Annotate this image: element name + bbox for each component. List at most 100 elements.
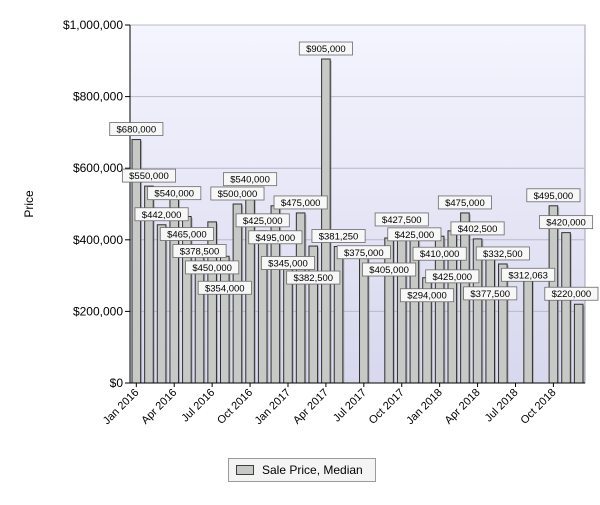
data-label: $475,000 xyxy=(273,195,328,210)
data-label: $550,000 xyxy=(121,168,176,183)
data-label: $381,250 xyxy=(311,229,366,243)
svg-text:$382,500: $382,500 xyxy=(293,273,333,284)
data-label: $220,000 xyxy=(544,286,599,301)
data-label: $332,500 xyxy=(475,246,530,261)
data-label: $420,000 xyxy=(539,215,594,230)
x-tick-label: Jul 2018 xyxy=(483,387,521,425)
data-label: $540,000 xyxy=(147,186,202,201)
bar xyxy=(498,263,508,384)
x-tick-label: Apr 2018 xyxy=(443,387,483,427)
data-label: $377,500 xyxy=(463,286,518,301)
data-label: $375,000 xyxy=(336,245,391,260)
bar xyxy=(485,247,496,384)
bar xyxy=(333,246,344,384)
svg-text:$425,000: $425,000 xyxy=(395,230,435,241)
svg-text:$495,000: $495,000 xyxy=(534,191,574,202)
legend: Sale Price, Median xyxy=(228,458,376,482)
data-label: $450,000 xyxy=(185,260,240,275)
y-axis-label: Price xyxy=(22,190,36,218)
data-label: $402,500 xyxy=(450,221,505,236)
bar xyxy=(561,232,571,384)
svg-text:$312,063: $312,063 xyxy=(508,270,548,281)
plot-area xyxy=(129,24,586,384)
y-tick-label: $1,000,000 xyxy=(63,18,123,32)
svg-text:$465,000: $465,000 xyxy=(167,230,207,241)
bar xyxy=(396,229,407,384)
data-label: $294,000 xyxy=(400,288,455,303)
data-label: $382,500 xyxy=(286,270,341,285)
data-label: $427,500 xyxy=(374,212,429,227)
svg-text:$381,250: $381,250 xyxy=(319,232,359,243)
bar xyxy=(573,303,584,384)
data-label: $378,500 xyxy=(172,244,227,258)
svg-text:$425,000: $425,000 xyxy=(243,216,283,227)
svg-text:$402,500: $402,500 xyxy=(458,224,498,235)
svg-text:$500,000: $500,000 xyxy=(218,189,258,200)
data-label: $354,000 xyxy=(197,280,252,295)
svg-text:$450,000: $450,000 xyxy=(192,263,232,274)
data-label: $495,000 xyxy=(526,188,581,203)
x-tick-label: Jul 2017 xyxy=(331,387,369,425)
svg-text:$420,000: $420,000 xyxy=(546,218,586,229)
svg-text:$495,000: $495,000 xyxy=(256,233,296,244)
svg-text:$425,000: $425,000 xyxy=(432,272,472,283)
svg-text:$410,000: $410,000 xyxy=(420,249,460,260)
svg-text:$375,000: $375,000 xyxy=(344,248,384,259)
svg-text:$442,000: $442,000 xyxy=(142,210,182,221)
gridlines xyxy=(125,24,585,384)
svg-text:$427,500: $427,500 xyxy=(382,215,422,226)
legend-label: Sale Price, Median xyxy=(262,463,363,477)
svg-text:$354,000: $354,000 xyxy=(205,283,245,294)
data-label: $475,000 xyxy=(437,195,492,210)
y-tick-label: $0 xyxy=(110,376,124,390)
data-label: $465,000 xyxy=(159,227,214,241)
y-tick-label: $200,000 xyxy=(73,304,123,318)
svg-text:$294,000: $294,000 xyxy=(407,291,447,302)
svg-text:$550,000: $550,000 xyxy=(129,171,169,182)
data-label: $425,000 xyxy=(387,227,442,242)
data-label: $500,000 xyxy=(210,186,265,201)
x-tick-label: Oct 2018 xyxy=(518,387,558,427)
bar xyxy=(321,58,331,384)
svg-text:$345,000: $345,000 xyxy=(268,258,308,269)
data-label: $495,000 xyxy=(248,230,303,245)
bar xyxy=(472,238,483,384)
x-tick-label: Oct 2017 xyxy=(367,387,407,427)
data-label: $540,000 xyxy=(223,172,278,187)
y-tick-label: $800,000 xyxy=(73,90,123,104)
svg-text:$540,000: $540,000 xyxy=(154,189,194,200)
bar xyxy=(523,270,533,384)
data-label: $425,000 xyxy=(425,269,480,284)
bar xyxy=(182,216,192,384)
data-label: $905,000 xyxy=(298,41,353,56)
data-label: $405,000 xyxy=(362,262,417,277)
data-label: $345,000 xyxy=(260,256,315,270)
y-tick-label: $400,000 xyxy=(73,233,123,247)
svg-text:$378,500: $378,500 xyxy=(180,246,220,257)
data-label: $425,000 xyxy=(235,213,290,228)
bar xyxy=(219,255,230,384)
y-tick-label: $600,000 xyxy=(73,161,123,175)
x-tick-label: Jan 2018 xyxy=(404,387,444,427)
svg-text:$377,500: $377,500 xyxy=(470,289,510,300)
svg-text:$475,000: $475,000 xyxy=(281,198,321,209)
legend-swatch xyxy=(236,465,254,475)
svg-text:$475,000: $475,000 xyxy=(445,198,485,209)
data-label: $312,063 xyxy=(501,267,556,282)
svg-text:$332,500: $332,500 xyxy=(483,249,523,260)
data-label: $410,000 xyxy=(412,246,467,261)
svg-text:$540,000: $540,000 xyxy=(230,175,270,186)
data-label: $680,000 xyxy=(109,122,164,136)
axes xyxy=(129,25,585,384)
bar xyxy=(384,237,394,384)
x-tick-label: Oct 2016 xyxy=(215,387,255,427)
svg-text:$405,000: $405,000 xyxy=(369,265,409,276)
bar xyxy=(257,230,268,384)
svg-text:$220,000: $220,000 xyxy=(552,289,592,300)
svg-text:$905,000: $905,000 xyxy=(306,44,346,55)
svg-text:$680,000: $680,000 xyxy=(117,125,157,136)
data-label: $442,000 xyxy=(134,207,189,222)
